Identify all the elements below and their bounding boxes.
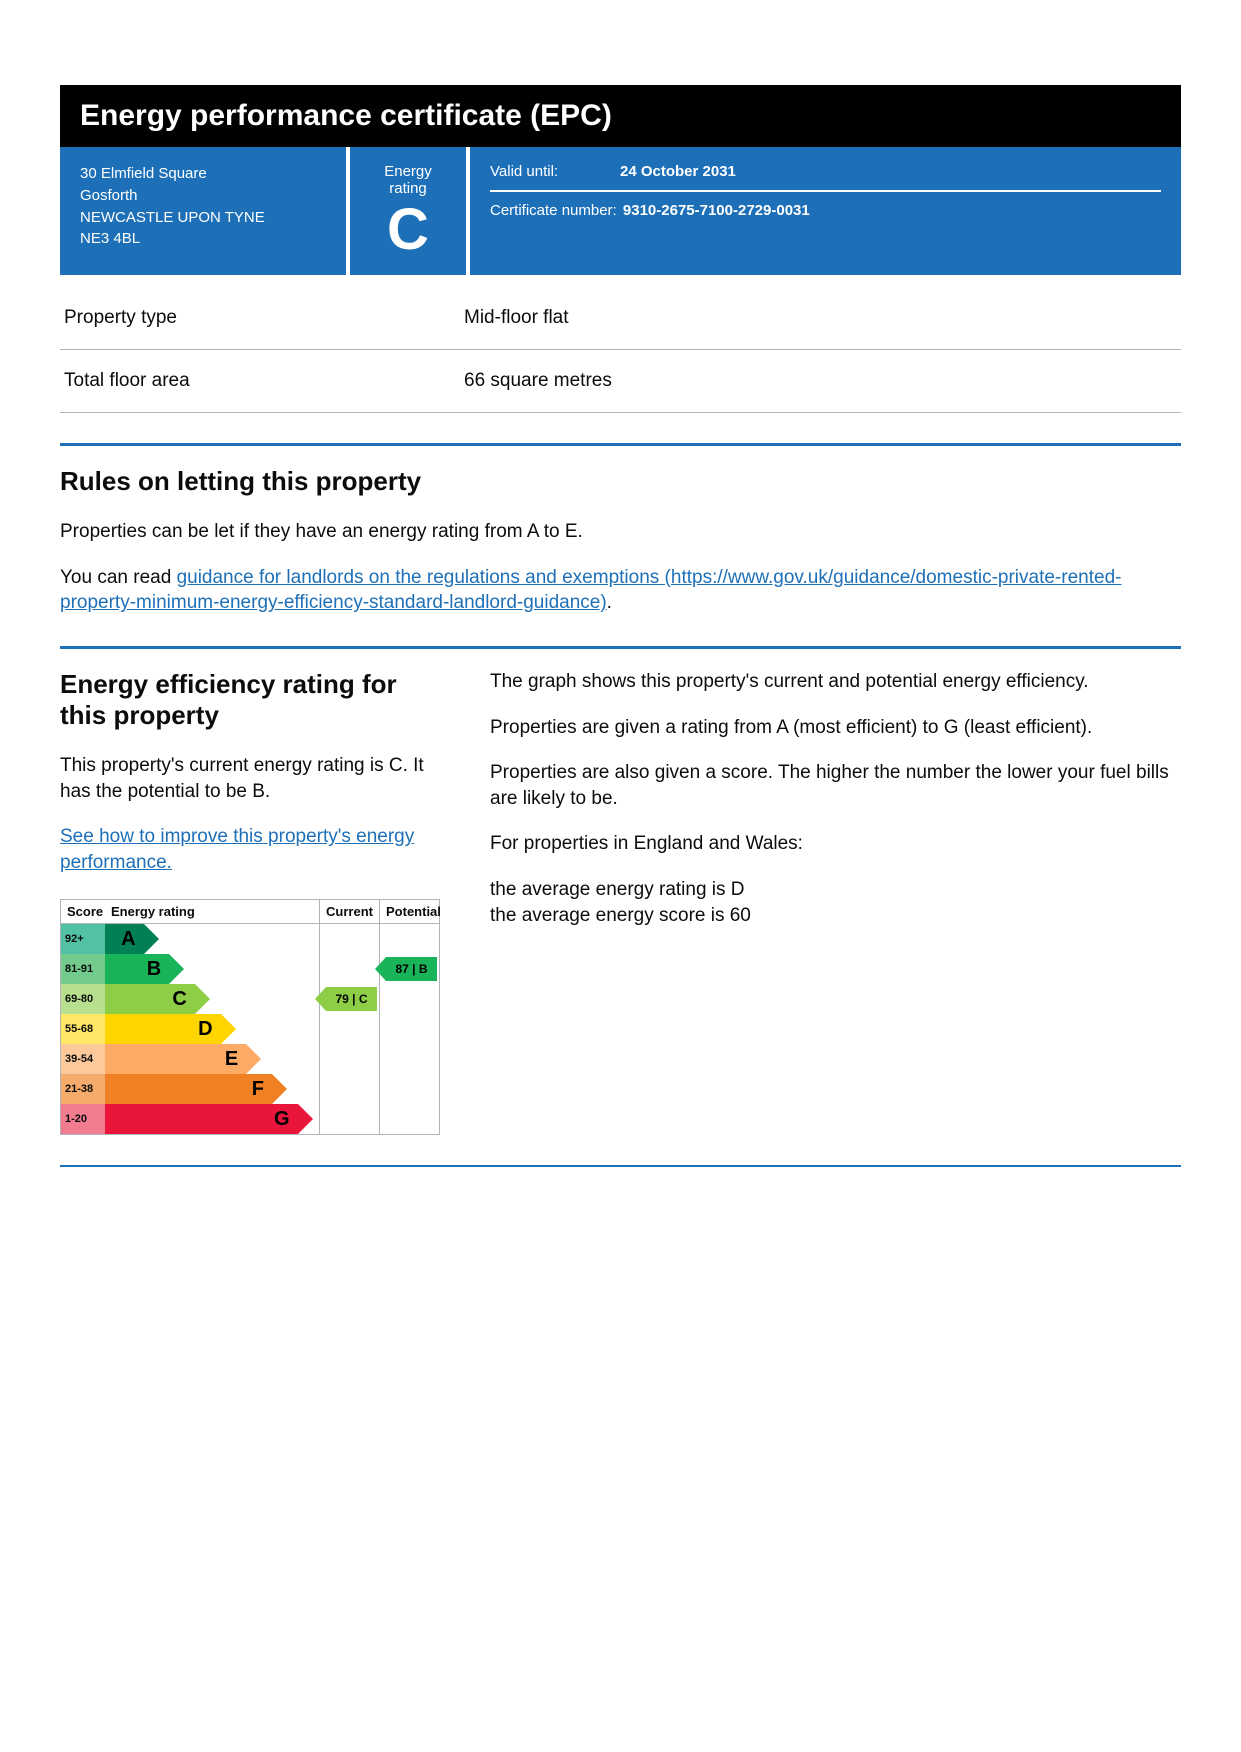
rating-bar-E: E bbox=[105, 1044, 246, 1074]
chart-row-D: 55-68D bbox=[61, 1014, 439, 1044]
efficiency-right-column: The graph shows this property's current … bbox=[490, 649, 1181, 1136]
efficiency-summary: This property's current energy rating is… bbox=[60, 753, 440, 804]
score-range: 81-91 bbox=[61, 954, 105, 984]
chart-row-A: 92+A bbox=[61, 924, 439, 954]
efficiency-explain-1: The graph shows this property's current … bbox=[490, 669, 1181, 695]
section-divider bbox=[60, 1165, 1181, 1167]
efficiency-explain-2: Properties are given a rating from A (mo… bbox=[490, 715, 1181, 741]
chart-head-rating: Energy rating bbox=[105, 900, 319, 923]
page-title: Energy performance certificate (EPC) bbox=[60, 85, 1181, 147]
rating-bar-F: F bbox=[105, 1074, 272, 1104]
meta-block: Valid until: 24 October 2031 Certificate… bbox=[470, 147, 1181, 275]
efficiency-explain-3: Properties are also given a score. The h… bbox=[490, 760, 1181, 811]
bar-cell: B bbox=[105, 954, 319, 984]
efficiency-explain-4: For properties in England and Wales: bbox=[490, 831, 1181, 857]
improve-performance-link[interactable]: See how to improve this property's energ… bbox=[60, 826, 414, 873]
bar-cell: C bbox=[105, 984, 319, 1014]
summary-banner: 30 Elmfield Square Gosforth NEWCASTLE UP… bbox=[60, 147, 1181, 275]
letting-text-1: Properties can be let if they have an en… bbox=[60, 519, 1181, 545]
avg-rating-line: the average energy rating is D bbox=[490, 879, 745, 900]
bar-cell: A bbox=[105, 924, 319, 954]
chart-row-F: 21-38F bbox=[61, 1074, 439, 1104]
chart-row-E: 39-54E bbox=[61, 1044, 439, 1074]
score-range: 39-54 bbox=[61, 1044, 105, 1074]
current-cell: 79 | C bbox=[319, 984, 379, 1014]
efficiency-heading: Energy efficiency rating for this proper… bbox=[60, 669, 440, 731]
efficiency-left-column: Energy efficiency rating for this proper… bbox=[60, 649, 440, 1136]
potential-cell: 87 | B bbox=[379, 954, 439, 984]
property-row: Property typeMid-floor flat bbox=[60, 287, 1181, 350]
efficiency-averages: the average energy rating is D the avera… bbox=[490, 877, 1181, 928]
chart-head-potential: Potential bbox=[379, 900, 439, 923]
rating-bar-A: A bbox=[105, 924, 144, 954]
cert-number-label: Certificate number: bbox=[490, 202, 617, 219]
address-line: NEWCASTLE UPON TYNE bbox=[80, 207, 326, 229]
valid-until-label: Valid until: bbox=[490, 163, 620, 180]
chart-row-G: 1-20G bbox=[61, 1104, 439, 1134]
potential-cell bbox=[379, 924, 439, 954]
current-cell bbox=[319, 924, 379, 954]
chart-header: Score Energy rating Current Potential bbox=[61, 900, 439, 924]
address-line: NE3 4BL bbox=[80, 228, 326, 250]
rating-letter: C bbox=[370, 201, 446, 259]
property-key: Property type bbox=[64, 307, 464, 329]
cert-number-value: 9310-2675-7100-2729-0031 bbox=[623, 202, 810, 219]
chart-body: 92+A81-91B 87 | B 69-80C 79 | C 55-68D39-54E… bbox=[61, 924, 439, 1134]
score-range: 55-68 bbox=[61, 1014, 105, 1044]
potential-cell bbox=[379, 1104, 439, 1134]
energy-rating-chart: Score Energy rating Current Potential 92… bbox=[60, 899, 440, 1135]
potential-cell bbox=[379, 1014, 439, 1044]
current-cell bbox=[319, 1014, 379, 1044]
rating-label: Energy rating bbox=[370, 163, 446, 197]
property-row: Total floor area66 square metres bbox=[60, 350, 1181, 413]
avg-score-line: the average energy score is 60 bbox=[490, 905, 751, 926]
current-cell bbox=[319, 954, 379, 984]
chart-row-B: 81-91B 87 | B bbox=[61, 954, 439, 984]
property-value: 66 square metres bbox=[464, 370, 612, 392]
rating-bar-C: C bbox=[105, 984, 195, 1014]
score-range: 21-38 bbox=[61, 1074, 105, 1104]
landlord-guidance-link[interactable]: guidance for landlords on the regulation… bbox=[60, 567, 1121, 614]
potential-cell bbox=[379, 1074, 439, 1104]
rating-block: Energy rating C bbox=[350, 147, 470, 275]
letting-text-post: . bbox=[607, 592, 612, 613]
bar-cell: F bbox=[105, 1074, 319, 1104]
chart-row-C: 69-80C 79 | C bbox=[61, 984, 439, 1014]
potential-rating-tag: 87 | B bbox=[386, 957, 437, 981]
current-cell bbox=[319, 1074, 379, 1104]
letting-heading: Rules on letting this property bbox=[60, 466, 1181, 497]
bar-cell: D bbox=[105, 1014, 319, 1044]
property-details: Property typeMid-floor flatTotal floor a… bbox=[60, 287, 1181, 413]
score-range: 69-80 bbox=[61, 984, 105, 1014]
current-cell bbox=[319, 1104, 379, 1134]
current-cell bbox=[319, 1044, 379, 1074]
section-divider bbox=[60, 443, 1181, 446]
property-value: Mid-floor flat bbox=[464, 307, 569, 329]
bar-cell: G bbox=[105, 1104, 319, 1134]
rating-bar-G: G bbox=[105, 1104, 298, 1134]
address-block: 30 Elmfield Square Gosforth NEWCASTLE UP… bbox=[60, 147, 350, 275]
score-range: 1-20 bbox=[61, 1104, 105, 1134]
bar-cell: E bbox=[105, 1044, 319, 1074]
address-line: Gosforth bbox=[80, 185, 326, 207]
valid-until-value: 24 October 2031 bbox=[620, 163, 736, 180]
current-rating-tag: 79 | C bbox=[326, 987, 377, 1011]
letting-text-pre: You can read bbox=[60, 567, 177, 588]
chart-head-score: Score bbox=[61, 900, 105, 923]
score-range: 92+ bbox=[61, 924, 105, 954]
chart-head-current: Current bbox=[319, 900, 379, 923]
rating-bar-D: D bbox=[105, 1014, 221, 1044]
rating-bar-B: B bbox=[105, 954, 169, 984]
potential-cell bbox=[379, 984, 439, 1014]
property-key: Total floor area bbox=[64, 370, 464, 392]
address-line: 30 Elmfield Square bbox=[80, 163, 326, 185]
potential-cell bbox=[379, 1044, 439, 1074]
letting-text-2: You can read guidance for landlords on t… bbox=[60, 565, 1181, 616]
